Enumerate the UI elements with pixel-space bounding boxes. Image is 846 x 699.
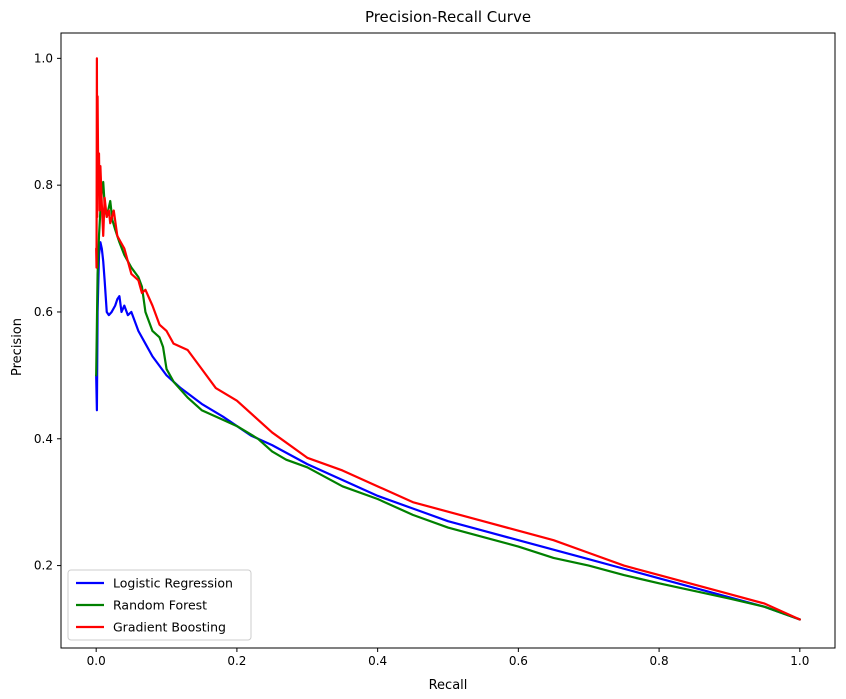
y-axis-ticks: 0.2 0.4 0.6 0.8 1.0 xyxy=(34,51,61,573)
plot-lines xyxy=(95,57,801,621)
y-axis-label: Precision xyxy=(10,318,25,376)
plot-frame xyxy=(60,32,836,649)
x-axis-ticks: 0.0 0.2 0.4 0.6 0.8 1.0 xyxy=(87,648,809,668)
x-tick-label: 0.8 xyxy=(650,654,669,668)
y-tick-label: 0.6 xyxy=(34,305,53,319)
series-line-gradient-boosting xyxy=(95,57,801,621)
legend-label-random-forest: Random Forest xyxy=(113,598,207,613)
y-tick-label: 1.0 xyxy=(34,51,53,65)
series-line-logistic-regression xyxy=(95,241,801,621)
y-tick-label: 0.4 xyxy=(34,432,53,446)
legend-label-logistic-regression: Logistic Regression xyxy=(113,576,233,591)
chart-title: Precision-Recall Curve xyxy=(365,8,531,26)
y-tick-label: 0.2 xyxy=(34,559,53,573)
y-tick-label: 0.8 xyxy=(34,178,53,192)
x-tick-label: 0.2 xyxy=(227,654,246,668)
legend-box xyxy=(67,569,252,641)
x-tick-label: 0.6 xyxy=(509,654,528,668)
x-tick-label: 0.4 xyxy=(368,654,387,668)
x-tick-label: 0.0 xyxy=(87,654,106,668)
x-axis-label: Recall xyxy=(429,678,468,693)
x-tick-label: 1.0 xyxy=(790,654,809,668)
legend: Logistic Regression Random Forest Gradient… xyxy=(67,569,252,641)
legend-label-gradient-boosting: Gradient Boosting xyxy=(113,620,226,635)
